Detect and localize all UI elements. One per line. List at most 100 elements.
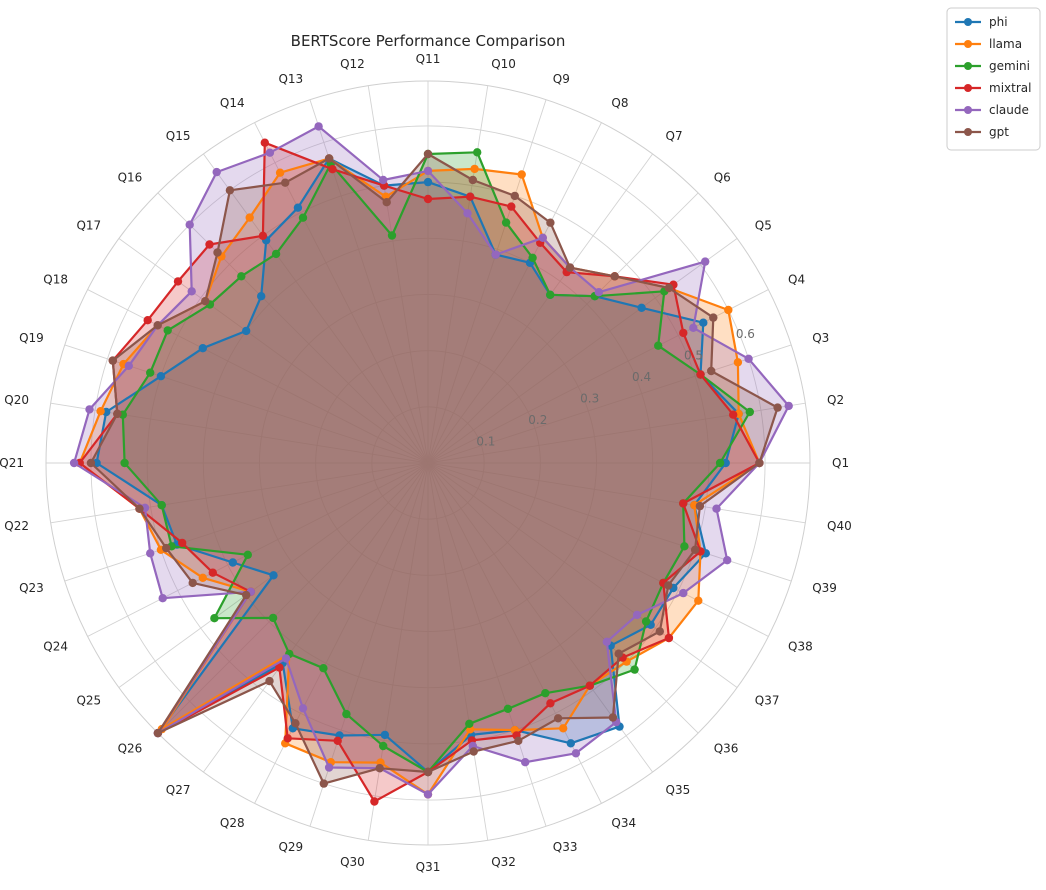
data-point xyxy=(744,354,753,363)
category-label: Q16 xyxy=(118,170,143,184)
category-label: Q3 xyxy=(812,331,829,345)
data-point xyxy=(755,458,764,468)
series-fill-llama xyxy=(79,158,760,795)
data-point xyxy=(565,263,575,272)
legend-label: claude xyxy=(989,103,1029,117)
spoke-line xyxy=(427,99,547,464)
data-point xyxy=(745,407,754,417)
data-point xyxy=(594,288,603,297)
category-label: Q1 xyxy=(832,456,849,470)
category-label: Q7 xyxy=(666,129,683,143)
category-label: Q33 xyxy=(553,840,578,854)
series-lines xyxy=(69,122,793,806)
data-point xyxy=(314,122,323,131)
category-label: Q17 xyxy=(76,219,101,233)
data-point xyxy=(265,676,274,686)
data-point xyxy=(108,356,118,365)
legend-label: llama xyxy=(989,37,1022,51)
series-fill-mixtral xyxy=(79,142,760,802)
data-point xyxy=(258,231,268,240)
data-point xyxy=(86,458,96,468)
data-point xyxy=(379,741,388,751)
category-label: Q32 xyxy=(491,855,516,869)
data-point xyxy=(654,341,663,350)
data-point xyxy=(120,458,129,468)
legend-item-mixtral[interactable]: mixtral xyxy=(955,81,1031,95)
legend-marker xyxy=(964,18,972,26)
data-point xyxy=(546,290,555,299)
category-label: Q29 xyxy=(278,840,303,854)
chart-title: BERTScore Performance Comparison xyxy=(291,32,566,50)
data-point xyxy=(228,558,237,567)
data-point xyxy=(466,192,475,201)
data-point xyxy=(268,613,278,623)
data-point xyxy=(724,305,733,315)
data-point xyxy=(680,542,689,551)
data-point xyxy=(187,287,196,296)
spoke-line xyxy=(427,238,738,464)
axis-labels: Q1 Q2 Q3 Q4 Q5 Q6 Q7 Q8 Q9 Q10 Q11 Q12 Q13 Q14 Q15 Q16 Q… xyxy=(0,52,852,874)
category-label: Q30 xyxy=(340,855,365,869)
data-point xyxy=(491,250,500,259)
spoke-line xyxy=(50,462,429,524)
data-point xyxy=(528,253,537,262)
spoke-line xyxy=(367,462,429,841)
data-point xyxy=(664,283,674,293)
category-label: Q28 xyxy=(220,816,245,830)
spoke-line xyxy=(427,462,738,688)
data-point xyxy=(243,550,252,559)
data-point xyxy=(784,401,793,411)
series-fill-gemini xyxy=(122,152,750,773)
data-point xyxy=(470,164,479,174)
legend[interactable]: phi llama gemini mixtral claude gpt xyxy=(946,7,1041,151)
legend-label: mixtral xyxy=(989,81,1031,95)
category-label: Q19 xyxy=(19,331,44,345)
data-point xyxy=(695,501,705,511)
category-label: Q4 xyxy=(788,273,805,287)
data-point xyxy=(608,713,618,722)
legend-label: phi xyxy=(989,15,1008,29)
data-point xyxy=(208,568,217,577)
data-point xyxy=(146,368,155,377)
data-point xyxy=(630,665,639,674)
data-point xyxy=(602,637,611,646)
data-point xyxy=(146,549,155,558)
legend-marker xyxy=(964,62,972,70)
category-label: Q40 xyxy=(827,519,852,533)
data-point xyxy=(260,138,269,147)
data-point xyxy=(423,177,433,187)
category-label: Q24 xyxy=(43,639,68,653)
spoke-line xyxy=(427,122,602,464)
legend-item-claude[interactable]: claude xyxy=(955,103,1029,117)
data-point xyxy=(85,405,94,414)
category-label: Q10 xyxy=(491,57,516,71)
legend-item-gemini[interactable]: gemini xyxy=(955,59,1030,73)
legend-label: gemini xyxy=(989,59,1030,73)
data-point xyxy=(157,501,166,510)
radial-tick-label: 0.5 xyxy=(684,349,703,363)
legend-item-gpt[interactable]: gpt xyxy=(955,125,1009,139)
series-points-claude xyxy=(69,122,793,799)
category-label: Q26 xyxy=(118,742,143,756)
category-label: Q23 xyxy=(19,581,44,595)
data-point xyxy=(188,578,197,588)
data-point xyxy=(201,297,210,306)
data-point xyxy=(333,736,342,745)
category-label: Q34 xyxy=(611,816,636,830)
category-label: Q5 xyxy=(755,219,772,233)
data-point xyxy=(178,538,187,548)
data-point xyxy=(655,627,664,636)
category-label: Q11 xyxy=(416,52,441,66)
data-point xyxy=(463,209,472,218)
category-label: Q2 xyxy=(827,393,844,407)
data-point xyxy=(423,149,433,159)
data-point xyxy=(291,719,300,728)
legend-item-phi[interactable]: phi xyxy=(955,15,1008,29)
data-point xyxy=(324,763,334,772)
spoke-line xyxy=(427,153,653,464)
data-point xyxy=(553,714,563,723)
spoke-line xyxy=(427,462,806,524)
legend-item-llama[interactable]: llama xyxy=(955,37,1022,51)
category-label: Q8 xyxy=(611,96,628,110)
